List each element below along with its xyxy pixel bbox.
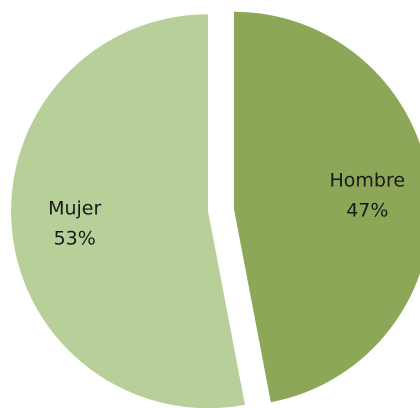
pie-slice [233, 11, 420, 403]
slice-label: Hombre [330, 170, 406, 192]
pie-slice [11, 14, 245, 408]
slice-value-label: 53% [54, 227, 96, 249]
slice-value-label: 47% [346, 200, 388, 222]
slice-label: Mujer [48, 197, 101, 219]
